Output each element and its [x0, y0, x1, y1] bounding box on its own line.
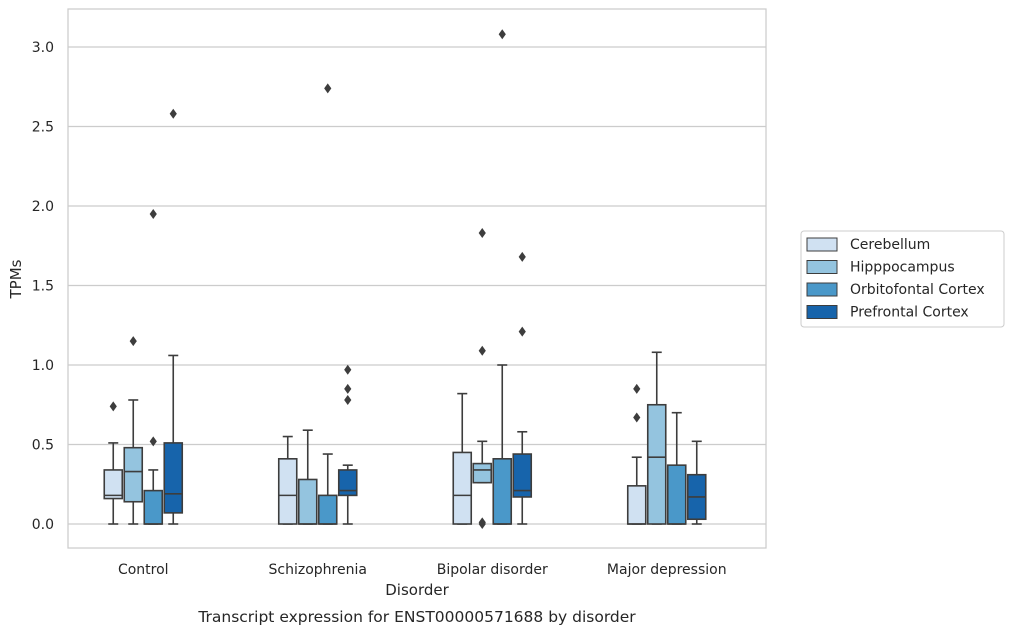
box-orbitofontal-cortex-control	[143, 208, 164, 525]
y-tick-label: 0.5	[32, 438, 54, 454]
plot-frame	[67, 8, 767, 549]
legend-swatch	[806, 237, 838, 252]
legend-label: Hipppocampus	[850, 260, 955, 276]
x-tick-label: Bipolar disorder	[437, 562, 548, 578]
outlier-point	[478, 517, 486, 528]
outlier-point	[478, 345, 486, 356]
outlier-point	[633, 412, 641, 423]
x-tick-labels: Control Schizophrenia Bipolar disorder Majo…	[118, 562, 727, 578]
outlier-point	[149, 436, 157, 447]
box-cerebellum-bipolar-disorder	[452, 392, 473, 525]
outlier-point	[109, 401, 117, 412]
box-cerebellum-schizophrenia	[277, 435, 298, 525]
box-body	[123, 446, 144, 503]
y-tick-label: 2.0	[32, 199, 54, 215]
outlier-point	[518, 251, 526, 262]
box-orbitofontal-cortex-bipolar-disorder	[492, 29, 513, 525]
legend: Cerebellum Hipppocampus Orbitofontal Corte…	[800, 230, 1005, 328]
legend-swatch	[806, 260, 838, 274]
outlier-point	[344, 364, 352, 375]
box-body	[452, 451, 473, 525]
outlier-point	[518, 326, 526, 337]
x-axis-label: Disorder	[385, 581, 449, 599]
gridlines	[68, 46, 766, 525]
box-body	[317, 494, 338, 525]
box-body	[163, 442, 184, 514]
legend-swatch	[806, 282, 838, 297]
box-body	[337, 469, 358, 497]
outlier-point	[149, 208, 157, 219]
chart-caption: Transcript expression for ENST0000057168…	[197, 608, 636, 626]
outlier-point	[498, 29, 506, 40]
legend-label: Cerebellum	[850, 237, 930, 253]
y-axis-label: TPMs	[7, 259, 25, 299]
box-prefrontal-cortex-control	[163, 108, 184, 525]
box-prefrontal-cortex-schizophrenia	[337, 364, 358, 525]
box-orbitofontal-cortex-schizophrenia	[317, 83, 338, 525]
box-prefrontal-cortex-bipolar-disorder	[512, 251, 533, 525]
box-hipppocampus-control	[123, 336, 144, 525]
box-body	[492, 458, 513, 525]
box-cerebellum-major-depression	[626, 383, 647, 525]
box-body	[143, 489, 164, 525]
y-tick-labels: 0.0 0.5 1.0 1.5 2.0 2.5 3.0	[32, 40, 54, 533]
x-tick-label: Control	[118, 562, 169, 578]
outlier-point	[478, 228, 486, 239]
box-hipppocampus-bipolar-disorder	[472, 228, 493, 529]
y-tick-label: 3.0	[32, 40, 54, 56]
outlier-point	[633, 383, 641, 394]
box-body	[297, 478, 318, 525]
box-body	[626, 485, 647, 525]
box-groups	[103, 29, 707, 529]
y-tick-label: 1.5	[32, 279, 54, 295]
legend-label: Orbitofontal Cortex	[850, 282, 985, 298]
outlier-point	[129, 336, 137, 347]
box-cerebellum-control	[103, 401, 124, 525]
outlier-point	[324, 83, 332, 94]
legend-label: Prefrontal Cortex	[850, 305, 969, 321]
outlier-point	[344, 383, 352, 394]
box-body	[103, 469, 124, 500]
y-tick-label: 2.5	[32, 120, 54, 136]
box-body	[646, 403, 667, 525]
legend-swatch	[806, 305, 838, 319]
outlier-point	[344, 394, 352, 405]
box-body	[277, 458, 298, 525]
box-body	[512, 453, 533, 498]
legend-frame	[800, 230, 1005, 328]
y-tick-label: 0.0	[32, 517, 54, 533]
y-tick-label: 1.0	[32, 358, 54, 374]
outlier-point	[169, 108, 177, 119]
box-body	[666, 464, 687, 525]
box-hipppocampus-major-depression	[646, 351, 667, 525]
box-hipppocampus-schizophrenia	[297, 429, 318, 525]
box-orbitofontal-cortex-major-depression	[666, 411, 687, 525]
x-tick-label: Schizophrenia	[269, 562, 367, 578]
x-tick-label: Major depression	[607, 562, 727, 578]
box-prefrontal-cortex-major-depression	[686, 440, 707, 525]
box-body	[472, 462, 493, 484]
